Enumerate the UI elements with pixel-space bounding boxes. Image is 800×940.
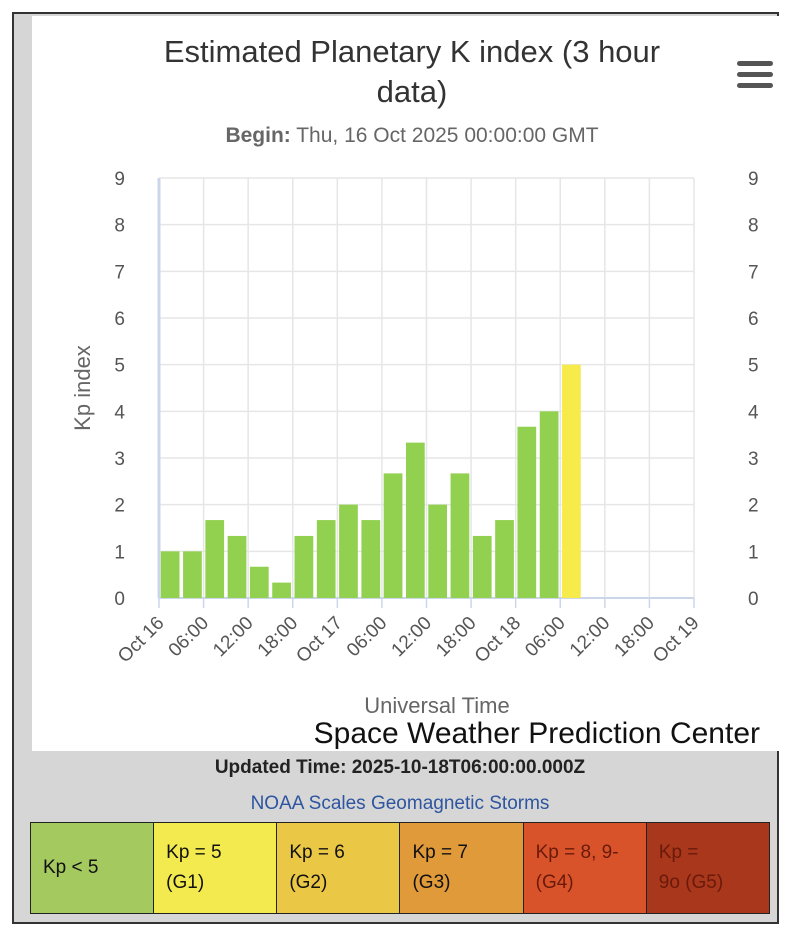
y-tick-label-left: 5: [114, 356, 125, 377]
x-tick-label: 12:00: [209, 613, 257, 661]
y-tick-label-right: 3: [748, 449, 759, 470]
scale-cell-g4: Kp = 8, 9- (G4): [522, 822, 647, 914]
y-tick-label-left: 6: [114, 309, 125, 330]
widget-frame: Estimated Planetary K index (3 hour data)…: [12, 12, 782, 924]
kp-bar: [517, 426, 537, 598]
y-tick-label-left: 8: [114, 216, 125, 237]
kp-bar: [205, 520, 225, 598]
scale-legend-table: Kp < 5 Kp = 5 (G1) Kp = 6 (G2) Kp = 7 (G3) …: [29, 822, 771, 914]
kp-bar: [339, 504, 358, 598]
chart-title: Estimated Planetary K index (3 hour: [164, 34, 660, 69]
menu-bar-icon: [737, 72, 773, 77]
scale-cell-g3: Kp = 7 (G3): [399, 822, 524, 914]
menu-bar-icon: [737, 83, 773, 88]
kp-bar: [316, 520, 336, 598]
y-axis-title: Kp index: [70, 345, 95, 431]
scale-cell-below-g1: Kp < 5: [29, 822, 155, 914]
y-tick-label-right: 8: [748, 216, 759, 237]
kp-bar: [495, 520, 514, 598]
kp-bar: [450, 473, 470, 598]
x-tick-label: 12:00: [388, 613, 436, 661]
kp-bar: [249, 566, 269, 598]
x-tick-label: 06:00: [343, 613, 391, 661]
kp-bar: [361, 520, 381, 598]
x-axis-title: Universal Time: [364, 693, 509, 718]
y-tick-label-right: 2: [748, 496, 759, 517]
kp-bar: [472, 535, 492, 598]
x-tick-label: 12:00: [566, 613, 614, 661]
kp-bar: [227, 535, 247, 598]
kp-bar: [183, 551, 202, 598]
x-tick-label: 06:00: [521, 613, 569, 661]
kp-bar: [539, 411, 559, 598]
noaa-scales-link[interactable]: NOAA Scales Geomagnetic Storms: [250, 793, 550, 814]
y-tick-label-right: 6: [748, 309, 759, 330]
x-tick-label: Oct 18: [471, 613, 525, 667]
kp-bar: [294, 535, 314, 598]
x-tick-label: Oct 19: [649, 613, 703, 667]
kp-bar: [428, 504, 448, 598]
kp-chart-panel: Estimated Planetary K index (3 hour data)…: [32, 16, 782, 751]
updated-time: Updated Time: 2025-10-18T06:00:00.000Z: [214, 757, 586, 778]
y-tick-label-right: 7: [748, 262, 759, 283]
y-tick-label-right: 9: [748, 169, 759, 190]
kp-bar: [383, 473, 403, 598]
chart-title: data): [377, 74, 448, 109]
scale-cell-g2: Kp = 6 (G2): [276, 822, 401, 914]
y-tick-label-right: 0: [748, 589, 759, 610]
y-tick-label-left: 4: [114, 402, 125, 423]
kp-bar-chart: Estimated Planetary K index (3 hour data)…: [70, 34, 760, 750]
x-tick-label: Oct 17: [292, 613, 346, 667]
menu-bar-icon: [737, 61, 773, 66]
y-tick-label-right: 4: [748, 402, 759, 423]
chart-credit: Space Weather Prediction Center: [314, 717, 760, 750]
chart-menu-icon[interactable]: [737, 61, 773, 91]
chart-subtitle: Begin: Thu, 16 Oct 2025 00:00:00 GMT: [225, 124, 598, 147]
kp-bar: [160, 551, 180, 598]
kp-bar: [405, 442, 425, 598]
kp-bar: [562, 364, 581, 598]
y-tick-label-left: 1: [114, 542, 125, 563]
y-tick-label-left: 7: [114, 262, 125, 283]
y-tick-label-right: 5: [748, 356, 759, 377]
y-tick-label-left: 9: [114, 169, 125, 190]
y-tick-label-left: 3: [114, 449, 125, 470]
x-tick-label: 06:00: [165, 613, 213, 661]
x-tick-label: Oct 16: [114, 613, 168, 667]
kp-bar: [272, 582, 291, 598]
y-tick-label-right: 1: [748, 542, 759, 563]
y-tick-label-left: 0: [114, 589, 125, 610]
y-tick-label-left: 2: [114, 496, 125, 517]
scale-cell-g1: Kp = 5 (G1): [153, 822, 278, 914]
scale-cell-g5: Kp = 9o (G5): [645, 822, 771, 914]
